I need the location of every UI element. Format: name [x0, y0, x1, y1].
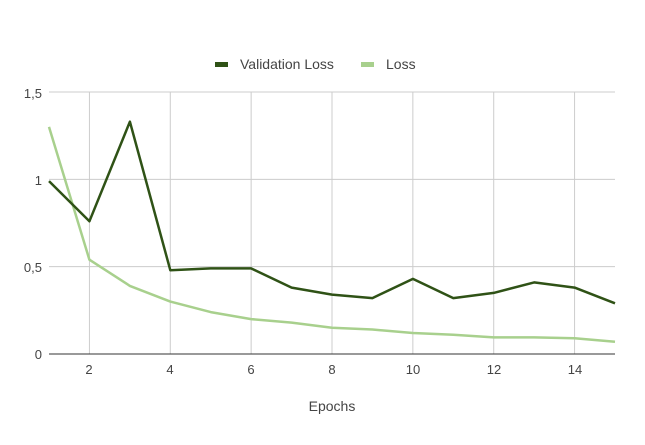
y-tick-label: 1	[35, 173, 42, 188]
x-tick-label: 12	[487, 362, 501, 377]
series	[47, 120, 616, 344]
y-tick-label: 1,5	[24, 86, 42, 101]
x-tick-label: 2	[85, 362, 92, 377]
series-line-loss	[47, 126, 616, 344]
legend: Validation Loss Loss	[215, 56, 416, 72]
legend-label-validation-loss: Validation Loss	[240, 56, 334, 72]
y-axis-ticks: 0 0,5 1 1,5	[24, 86, 42, 362]
legend-swatch-loss	[361, 62, 374, 67]
x-tick-label: 10	[406, 362, 420, 377]
x-tick-label: 6	[247, 362, 254, 377]
legend-label-loss: Loss	[386, 56, 416, 72]
legend-swatch-validation-loss	[215, 62, 228, 67]
x-tick-label: 4	[166, 362, 173, 377]
grid-lines	[49, 91, 615, 354]
x-tick-label: 14	[568, 362, 582, 377]
series-line-validation-loss	[48, 120, 616, 305]
x-axis-ticks: 2 4 6 8 10 12 14	[85, 362, 582, 377]
x-tick-label: 8	[328, 362, 335, 377]
y-tick-label: 0,5	[24, 260, 42, 275]
y-tick-label: 0	[35, 347, 42, 362]
x-axis-title: Epochs	[309, 398, 356, 414]
